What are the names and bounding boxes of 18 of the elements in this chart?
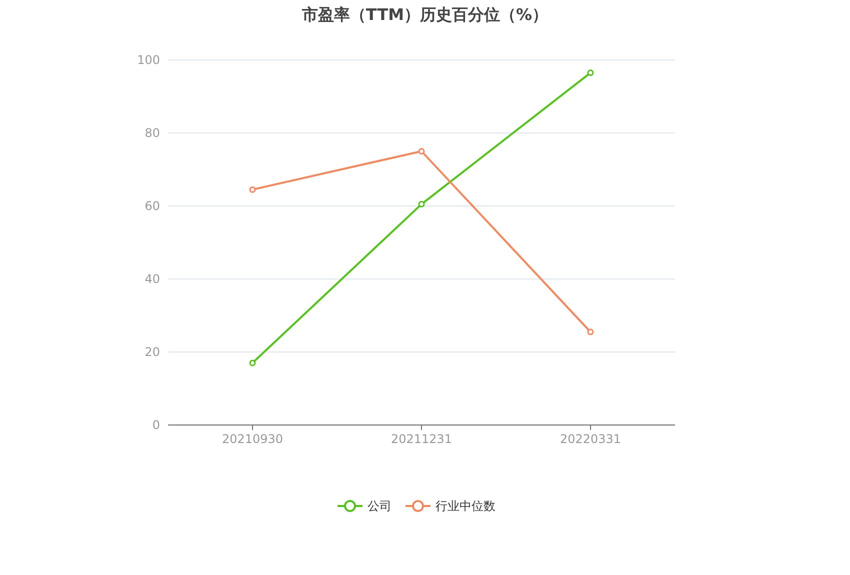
point [249,360,256,366]
x-tick-label: 20220331 [560,432,622,446]
y-tick-label: 40 [144,272,160,286]
legend-label: 公司 [368,499,392,514]
point [418,148,425,154]
y-tick-label: 80 [144,126,160,140]
point [587,70,594,76]
y-tick-label: 0 [152,418,160,432]
x-tick-label: 20210930 [222,432,284,446]
y-tick-label: 100 [137,53,160,68]
y-tick-label: 60 [144,199,160,214]
y-tick-label: 20 [144,345,160,360]
x-tick-label: 20211231 [390,432,452,446]
point [587,328,594,336]
chart-title: 市盈率（TTM）历史百分位（%） [300,5,548,24]
point [418,200,425,208]
legend-label: 行业中位数 [436,499,496,514]
point [249,186,256,193]
